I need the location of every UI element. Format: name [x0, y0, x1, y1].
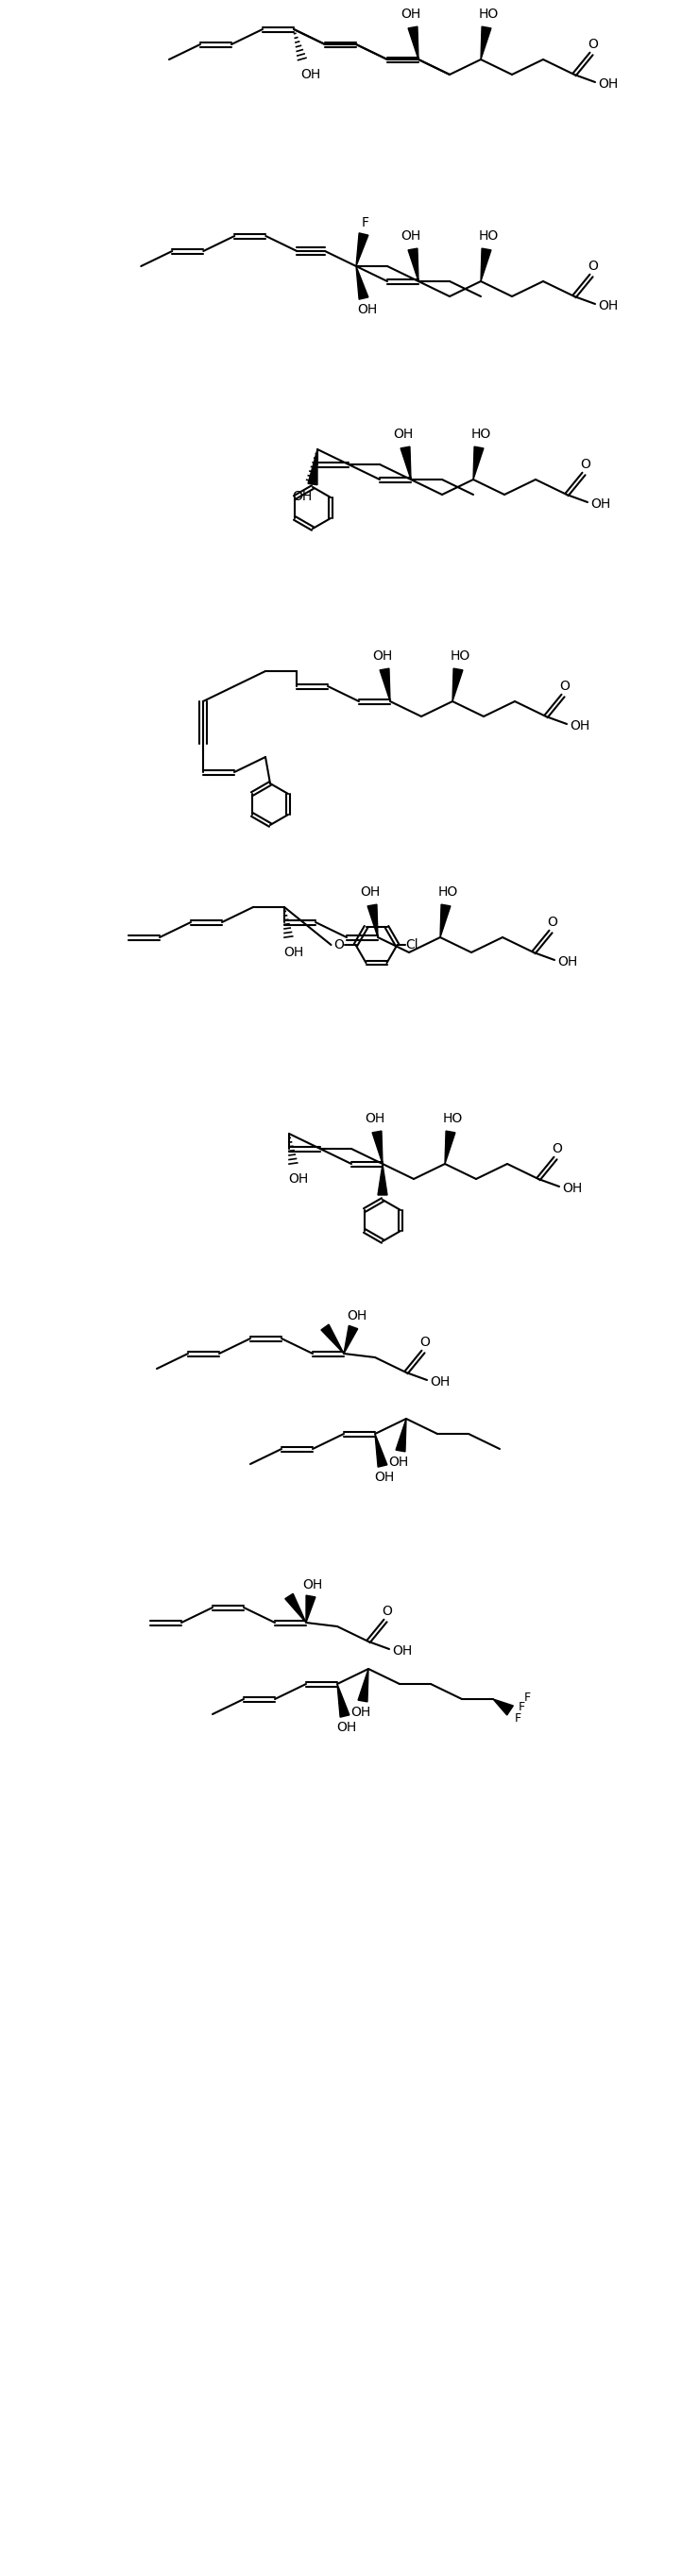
Text: OH: OH [558, 956, 578, 969]
Polygon shape [452, 667, 463, 701]
Text: OH: OH [351, 1705, 371, 1718]
Polygon shape [321, 1324, 344, 1352]
Text: O: O [382, 1605, 392, 1618]
Text: O: O [548, 914, 558, 930]
Polygon shape [356, 232, 368, 265]
Text: F: F [514, 1713, 521, 1723]
Text: O: O [420, 1337, 430, 1350]
Text: O: O [552, 1141, 563, 1157]
Text: OH: OH [284, 945, 303, 958]
Text: OH: OH [598, 77, 619, 90]
Polygon shape [481, 247, 491, 281]
Polygon shape [368, 904, 378, 938]
Text: OH: OH [301, 67, 321, 82]
Text: OH: OH [372, 649, 393, 662]
Text: O: O [588, 39, 598, 52]
Text: HO: HO [443, 1113, 462, 1126]
Text: OH: OH [401, 8, 421, 21]
Polygon shape [473, 446, 484, 479]
Text: F: F [361, 216, 370, 229]
Polygon shape [356, 265, 368, 299]
Polygon shape [372, 1131, 383, 1164]
Text: OH: OH [598, 299, 619, 312]
Text: HO: HO [438, 886, 458, 899]
Polygon shape [306, 1595, 315, 1623]
Polygon shape [308, 448, 317, 484]
Text: OH: OH [357, 304, 377, 317]
Text: O: O [333, 938, 344, 951]
Text: OH: OH [374, 1471, 394, 1484]
Text: Cl: Cl [406, 938, 419, 951]
Text: OH: OH [288, 1172, 308, 1185]
Polygon shape [440, 904, 451, 938]
Polygon shape [375, 1435, 387, 1466]
Text: OH: OH [360, 886, 381, 899]
Text: HO: HO [478, 8, 499, 21]
Text: OH: OH [337, 1721, 357, 1734]
Text: OH: OH [563, 1182, 582, 1195]
Text: OH: OH [591, 497, 611, 510]
Text: OH: OH [430, 1376, 450, 1388]
Text: HO: HO [471, 428, 491, 440]
Text: O: O [580, 459, 591, 471]
Polygon shape [493, 1700, 514, 1716]
Polygon shape [408, 26, 419, 59]
Polygon shape [378, 1164, 387, 1195]
Polygon shape [445, 1131, 455, 1164]
Text: HO: HO [478, 229, 499, 242]
Polygon shape [344, 1327, 358, 1352]
Text: OH: OH [401, 229, 421, 242]
Text: OH: OH [392, 1643, 413, 1656]
Polygon shape [380, 667, 390, 701]
Text: OH: OH [292, 489, 312, 502]
Text: O: O [588, 260, 598, 273]
Text: OH: OH [365, 1113, 385, 1126]
Polygon shape [337, 1685, 349, 1718]
Text: OH: OH [303, 1579, 323, 1592]
Text: OH: OH [570, 719, 590, 732]
Polygon shape [481, 26, 491, 59]
Text: HO: HO [450, 649, 470, 662]
Text: F: F [524, 1690, 531, 1703]
Text: OH: OH [394, 428, 413, 440]
Polygon shape [400, 446, 411, 479]
Text: OH: OH [389, 1455, 409, 1468]
Polygon shape [285, 1595, 306, 1623]
Text: OH: OH [347, 1309, 367, 1321]
Polygon shape [358, 1669, 368, 1703]
Text: O: O [560, 680, 570, 693]
Text: F: F [518, 1700, 524, 1713]
Polygon shape [396, 1419, 406, 1453]
Polygon shape [408, 247, 419, 281]
